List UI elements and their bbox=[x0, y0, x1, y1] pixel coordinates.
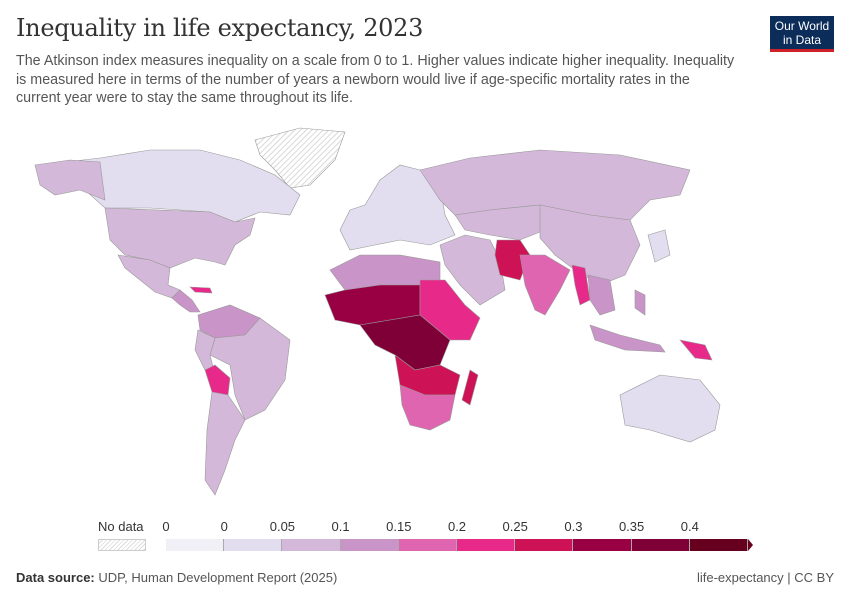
legend-bin[interactable] bbox=[398, 539, 457, 551]
owid-logo[interactable]: Our World in Data bbox=[770, 16, 834, 52]
southern-cone[interactable] bbox=[204, 391, 246, 496]
indonesia[interactable] bbox=[589, 324, 666, 353]
legend-tick: 0.15 bbox=[386, 519, 412, 534]
greenland[interactable] bbox=[254, 127, 346, 189]
central-america[interactable] bbox=[171, 289, 201, 313]
legend-bin[interactable] bbox=[689, 539, 748, 551]
usa[interactable] bbox=[104, 207, 256, 269]
no-data-label: No data bbox=[98, 519, 144, 534]
legend-tick: 0.05 bbox=[269, 519, 296, 534]
legend-tick: 0.35 bbox=[618, 519, 645, 534]
data-source: Data source: UDP, Human Development Repo… bbox=[16, 570, 338, 585]
license[interactable]: life-expectancy | CC BY bbox=[696, 570, 834, 585]
afghanistan-pakistan[interactable] bbox=[494, 239, 531, 281]
legend-tick: 0 bbox=[162, 519, 170, 534]
india[interactable] bbox=[519, 254, 571, 316]
japan-korea[interactable] bbox=[647, 229, 671, 263]
color-scale bbox=[166, 539, 753, 551]
alaska[interactable] bbox=[34, 159, 106, 201]
world-map bbox=[34, 127, 721, 496]
legend-tick: 0.4 bbox=[680, 519, 699, 534]
brazil[interactable] bbox=[209, 317, 291, 421]
subtitle: The Atkinson index measures inequality o… bbox=[16, 53, 735, 106]
legend-bin[interactable] bbox=[573, 539, 632, 551]
legend-bin[interactable] bbox=[166, 539, 225, 551]
legend-bin[interactable] bbox=[631, 539, 690, 551]
madagascar[interactable] bbox=[461, 369, 479, 406]
legend-bin[interactable] bbox=[515, 539, 574, 551]
legend-bin[interactable] bbox=[340, 539, 399, 551]
legend-tick: 0.1 bbox=[331, 519, 350, 534]
legend-tick: 0 bbox=[220, 519, 228, 534]
china-mongolia[interactable] bbox=[539, 204, 641, 286]
papua[interactable] bbox=[679, 339, 713, 361]
legend-arrow bbox=[747, 539, 753, 551]
central-asia[interactable] bbox=[454, 204, 546, 241]
bolivia[interactable] bbox=[204, 364, 231, 396]
caribbean[interactable] bbox=[189, 286, 213, 294]
no-data-swatch bbox=[98, 539, 146, 551]
middle-east[interactable] bbox=[439, 234, 506, 306]
southeast-asia[interactable] bbox=[587, 274, 616, 316]
legend: No data 0 0 0.05 0.1 0.15 0.2 0.25 0.3 0.35 0.4 bbox=[0, 515, 850, 555]
canada[interactable] bbox=[39, 149, 301, 223]
legend-tick: 0.2 bbox=[447, 519, 467, 534]
legend-tick: 0.25 bbox=[502, 519, 528, 534]
southern-africa[interactable] bbox=[399, 384, 456, 431]
legend-bin[interactable] bbox=[456, 539, 516, 551]
legend-tick: 0.3 bbox=[564, 519, 583, 534]
source-text: UDP, Human Development Report (2025) bbox=[98, 570, 338, 585]
legend-bin[interactable] bbox=[282, 539, 341, 551]
page-title: Inequality in life expectancy, 2023 bbox=[16, 14, 424, 42]
australia[interactable] bbox=[619, 374, 721, 443]
philippines[interactable] bbox=[634, 289, 646, 316]
myanmar[interactable] bbox=[571, 264, 591, 306]
legend-bin[interactable] bbox=[224, 539, 283, 551]
